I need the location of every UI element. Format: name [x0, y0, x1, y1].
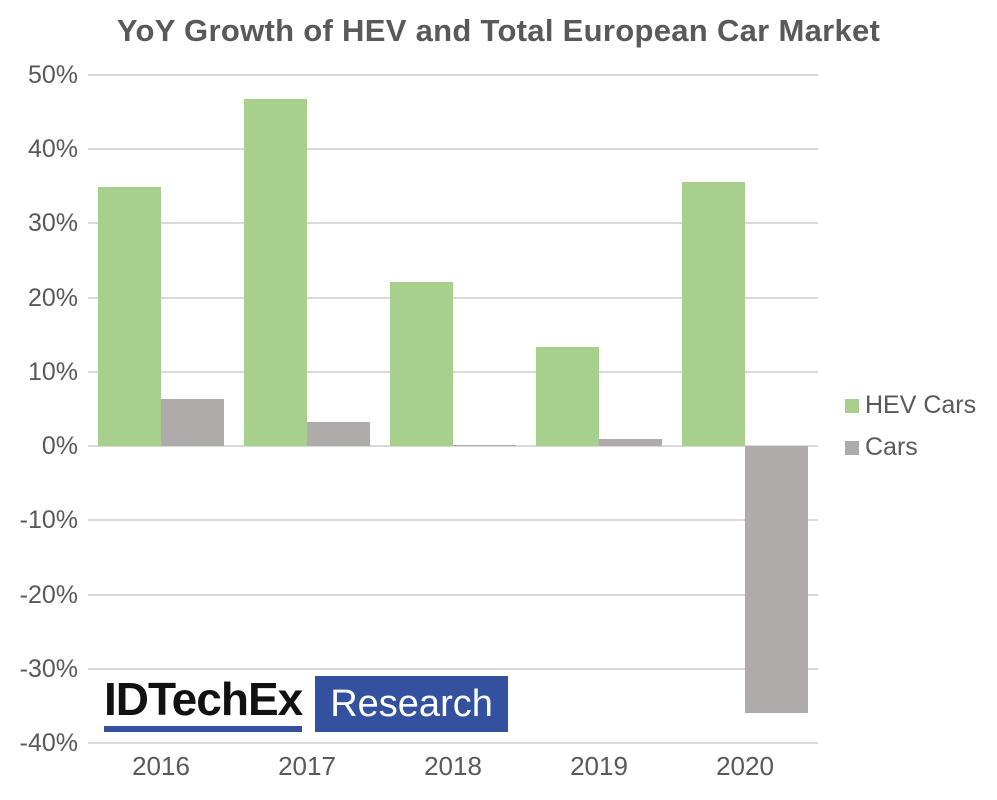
- gridline: [88, 445, 818, 448]
- legend-label-hev: HEV Cars: [865, 391, 977, 419]
- y-axis-tick-label: -40%: [19, 729, 78, 757]
- legend-item-hev-cars: HEV Cars: [845, 391, 976, 420]
- idtechex-logo-brand: IDTechEx: [104, 673, 303, 725]
- gridline: [88, 148, 818, 151]
- legend-item-cars: Cars: [845, 433, 976, 462]
- bar-cars-2016: [161, 398, 224, 447]
- gridline: [88, 742, 818, 744]
- y-axis-tick-label: 40%: [27, 135, 78, 164]
- x-axis-tick-label: 2016: [132, 751, 190, 781]
- y-axis-tick-label: -20%: [19, 580, 78, 609]
- idtechex-logo-brand-wrap: IDTechEx: [104, 673, 303, 732]
- y-axis-tick-label: 10%: [27, 357, 78, 386]
- y-axis-tick-label: 50%: [27, 61, 78, 89]
- legend-swatch-hev-icon: [845, 398, 859, 413]
- x-axis-tick-label: 2018: [424, 751, 482, 781]
- bar-hev-cars-2018: [390, 282, 453, 447]
- x-axis-tick-label: 2020: [716, 751, 774, 781]
- x-axis-tick-label: 2017: [278, 751, 336, 781]
- gridline: [88, 74, 818, 76]
- y-axis-tick-label: -30%: [19, 654, 78, 683]
- gridline: [88, 222, 818, 225]
- gridline: [88, 296, 818, 299]
- bar-hev-cars-2016: [98, 187, 161, 447]
- y-axis-tick-label: 0%: [41, 432, 78, 461]
- bar-cars-2017: [307, 422, 370, 447]
- gridline: [88, 519, 818, 522]
- idtechex-logo-underline: [104, 726, 303, 732]
- bar-cars-2019: [599, 438, 662, 447]
- bar-cars-2018: [453, 444, 516, 447]
- y-axis-tick-label: 30%: [27, 209, 78, 238]
- x-axis-tick-label: 2019: [570, 751, 628, 781]
- gridline: [88, 593, 818, 596]
- legend: HEV Cars Cars: [845, 391, 976, 462]
- bar-hev-cars-2019: [536, 347, 599, 447]
- bar-hev-cars-2020: [682, 181, 745, 447]
- chart-title: YoY Growth of HEV and Total European Car…: [116, 13, 881, 48]
- y-axis-tick-label: -10%: [19, 506, 78, 535]
- bar-cars-2020: [745, 446, 808, 713]
- bar-hev-cars-2017: [244, 99, 307, 447]
- gridline: [88, 667, 818, 670]
- legend-swatch-cars-icon: [845, 440, 859, 455]
- idtechex-logo-research-box: Research: [315, 676, 508, 732]
- y-axis-tick-label: 20%: [27, 283, 78, 312]
- legend-label-cars: Cars: [865, 433, 918, 461]
- gridline: [88, 370, 818, 373]
- idtechex-logo: IDTechEx Research: [104, 676, 508, 732]
